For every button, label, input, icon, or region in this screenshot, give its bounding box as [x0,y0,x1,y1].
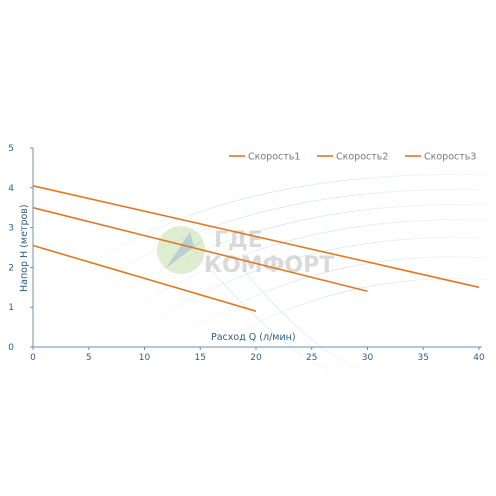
axes [32,148,482,348]
x-tick-label: 35 [418,353,429,363]
legend-label: Скорость1 [248,152,300,163]
legend: Скорость1 Скорость2 Скорость3 [229,152,476,163]
legend-label: Скорость2 [336,152,388,163]
x-ticks: 0 5 10 15 20 25 30 35 40 [30,347,485,363]
y-tick-label: 3 [8,224,14,234]
legend-label: Скорость3 [424,152,476,163]
x-axis-label: Расход Q (л/мин) [211,332,296,343]
series-line-3 [32,185,480,289]
y-ticks: 0 1 2 3 4 5 [8,144,33,353]
x-tick-label: 30 [362,353,374,363]
y-tick-label: 5 [8,144,14,154]
y-tick-label: 4 [8,184,14,194]
background-swoosh [39,174,491,371]
series-lines [32,185,480,312]
x-tick-label: 0 [30,353,36,363]
series-line-1 [32,244,257,312]
x-tick-label: 25 [306,353,317,363]
y-tick-label: 0 [8,343,14,353]
x-tick-label: 40 [473,353,485,363]
x-tick-label: 5 [86,353,92,363]
series-line-2 [32,206,368,293]
y-axis-label: Напор Н (метров) [19,204,30,292]
watermark-line2: КОМФОРТ [204,253,334,278]
y-tick-label: 2 [8,263,14,273]
x-tick-label: 20 [250,353,262,363]
watermark-arrow-icon [166,232,206,268]
x-tick-label: 10 [139,353,151,363]
x-tick-label: 15 [195,353,206,363]
y-tick-label: 1 [8,303,14,313]
